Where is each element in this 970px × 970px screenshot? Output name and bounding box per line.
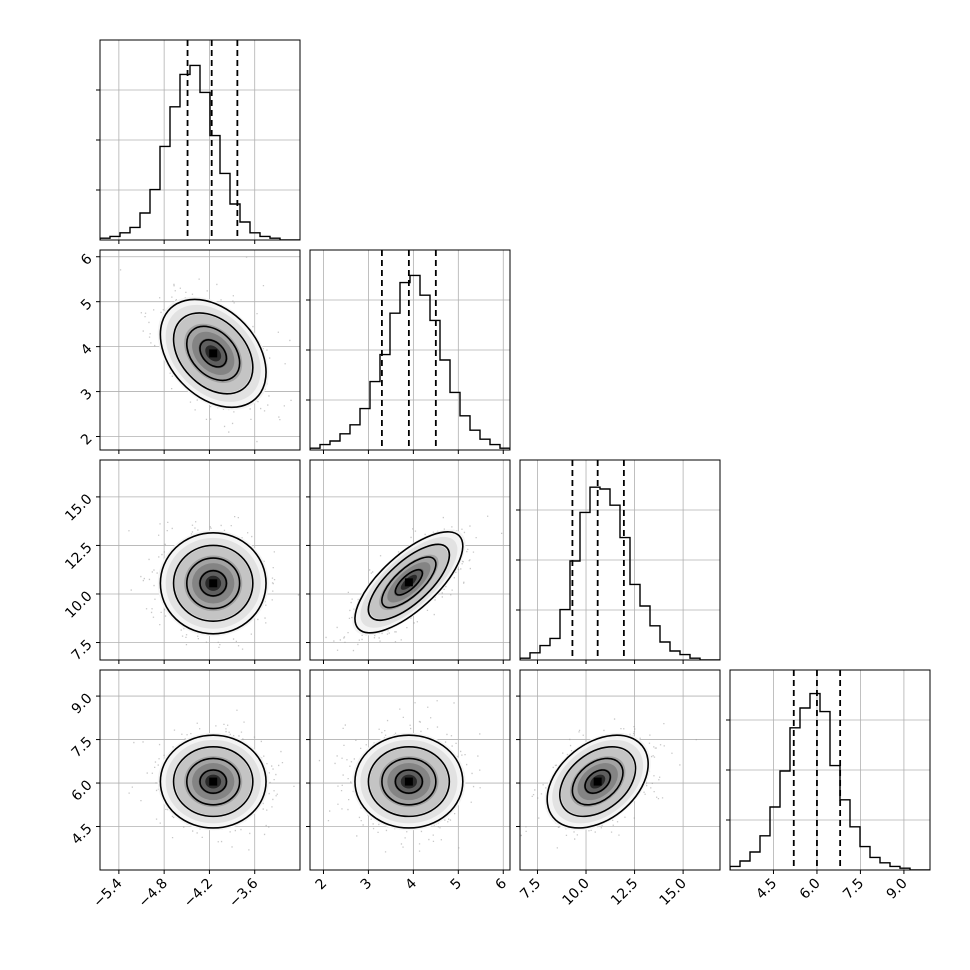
- panel-frame: [729, 669, 931, 871]
- y-tick-label-p1: 2: [78, 431, 96, 449]
- contour-line: [381, 757, 437, 806]
- contour-line: [394, 769, 424, 794]
- contour-line: [394, 568, 424, 596]
- contour-line: [571, 757, 624, 806]
- y-tick-label-p3: 7.5: [69, 734, 96, 761]
- density-peak: [404, 578, 413, 587]
- x-tick-label-p2: 10.0: [559, 876, 592, 909]
- contour-line: [185, 557, 241, 610]
- pair-panel-p0-p2: [96, 459, 301, 664]
- panel-frame: [309, 249, 511, 451]
- contour-line: [584, 769, 612, 794]
- pair-panel-p1-p3: [306, 669, 511, 874]
- panel-frame: [519, 669, 721, 871]
- contour-line: [172, 746, 254, 818]
- density-peak: [209, 349, 218, 358]
- contour-line: [354, 531, 464, 634]
- contour-line: [185, 757, 241, 806]
- y-tick-label-p2: 7.5: [69, 637, 96, 664]
- panel-frame: [519, 459, 721, 661]
- y-tick-label-p1: 4: [78, 341, 96, 359]
- panel-frame: [99, 249, 301, 451]
- pair-panel-p0-p1: [96, 249, 301, 454]
- y-tick-label-p2: 10.0: [62, 588, 95, 621]
- x-tick-label-p1: 2: [313, 876, 331, 894]
- contour-line: [367, 746, 451, 818]
- x-tick-label-p3: 7.5: [840, 876, 867, 903]
- x-tick-label-p3: 6.0: [797, 876, 824, 903]
- x-tick-label-p0: −4.8: [136, 876, 171, 911]
- histogram-p3: [730, 692, 930, 870]
- x-tick-label-p0: −4.2: [181, 876, 216, 911]
- panel-frame: [99, 669, 301, 871]
- contour-line: [159, 532, 267, 635]
- panel-frame: [309, 459, 511, 661]
- x-tick-label-p0: −3.6: [226, 875, 261, 910]
- y-tick-label-p1: 6: [78, 251, 96, 269]
- x-tick-label-p1: 3: [358, 876, 376, 894]
- histogram-p0: [100, 64, 300, 240]
- hist-panel-p2: [516, 459, 721, 664]
- x-tick-label-p1: 4: [403, 875, 421, 893]
- contour-line: [172, 312, 254, 395]
- pair-content: [100, 460, 300, 660]
- x-tick-label-p2: 7.5: [517, 876, 544, 903]
- pair-content: [100, 250, 300, 450]
- histogram-p1: [310, 274, 510, 450]
- hist-panel-p1: [306, 249, 511, 454]
- contour-line: [199, 569, 228, 597]
- contour-line: [199, 339, 228, 368]
- contour-line: [367, 543, 451, 621]
- histogram-p2: [520, 486, 720, 660]
- x-tick-label-p1: 5: [448, 876, 466, 894]
- density-peak: [209, 777, 218, 786]
- contour-line: [185, 325, 241, 382]
- hist-panel-p0: [96, 39, 301, 244]
- x-tick-label-p3: 9.0: [884, 876, 911, 903]
- y-tick-label-p1: 5: [78, 296, 96, 314]
- contour-line: [559, 746, 637, 818]
- pair-panel-p2-p3: [516, 669, 721, 874]
- contour-line: [159, 734, 267, 829]
- pair-content: [310, 460, 510, 660]
- x-tick-label-p3: 4.5: [753, 876, 780, 903]
- y-tick-label-p2: 15.0: [62, 491, 95, 524]
- x-tick-label-p2: 15.0: [657, 876, 690, 909]
- pair-content: [310, 670, 510, 870]
- panel-frame: [99, 39, 301, 241]
- contour-line: [172, 544, 254, 622]
- hist-panel-p3: [726, 669, 931, 874]
- x-tick-label-p2: 12.5: [608, 876, 641, 909]
- x-tick-label-p1: 6: [492, 875, 510, 893]
- pair-panel-p1-p2: [306, 459, 511, 664]
- contour-line: [381, 556, 437, 609]
- density-peak: [404, 777, 413, 786]
- y-tick-label-p2: 12.5: [62, 540, 95, 573]
- y-tick-label-p3: 6.0: [69, 777, 96, 804]
- contour-line: [199, 769, 228, 794]
- pair-panel-p0-p3: [96, 669, 301, 874]
- contour-line: [354, 734, 464, 829]
- panel-frame: [309, 669, 511, 871]
- y-tick-label-p3: 9.0: [69, 690, 96, 717]
- contour-line: [159, 298, 267, 409]
- y-tick-label-p1: 3: [78, 386, 96, 404]
- density-peak: [209, 579, 218, 588]
- pair-content: [100, 670, 300, 870]
- x-tick-label-p0: −5.4: [90, 875, 125, 910]
- y-tick-label-p3: 4.5: [69, 821, 96, 848]
- panel-frame: [99, 459, 301, 661]
- density-peak: [593, 777, 602, 786]
- pair-content: [520, 670, 720, 870]
- contour-line: [546, 734, 649, 829]
